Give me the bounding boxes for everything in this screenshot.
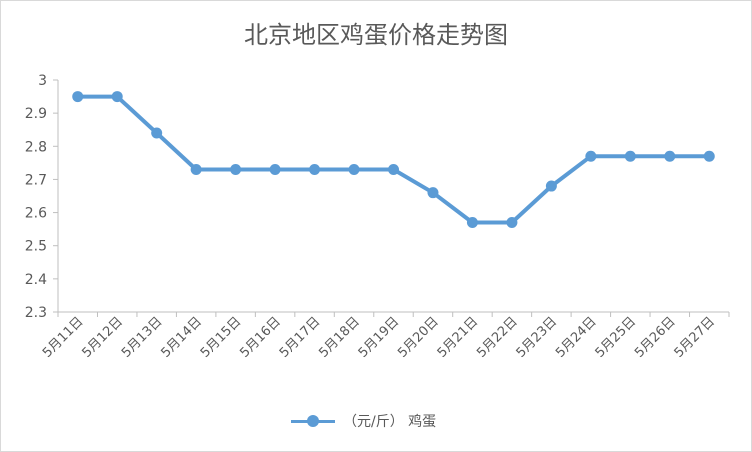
y-tick-label: 2.4 [25,272,47,288]
y-tick-label: 3 [38,73,47,89]
y-tick-label: 2.9 [25,106,47,122]
data-point [664,150,676,162]
data-point [585,150,597,162]
data-point [111,91,123,103]
x-tick-label: 5月24日 [553,314,600,361]
x-tick-label: 5月11日 [40,314,87,361]
y-tick-label: 2.5 [25,239,47,255]
x-tick-label: 5月22日 [474,314,521,361]
data-point [427,187,439,199]
data-point [309,163,321,175]
y-tick-label: 2.7 [25,172,47,188]
data-point [269,163,281,175]
data-point [624,150,636,162]
x-tick-label: 5月26日 [632,314,679,361]
x-tick-label: 5月15日 [198,314,245,361]
data-point [466,217,478,229]
data-point [545,180,557,192]
series-line [75,94,712,225]
x-tick-label: 5月27日 [672,314,719,361]
y-tick-label: 2.6 [25,206,47,222]
x-tick-label: 5月21日 [435,314,482,361]
x-tick-label: 5月12日 [79,314,126,361]
x-tick-label: 5月14日 [158,314,205,361]
data-point [151,127,163,139]
legend-marker [291,411,335,431]
data-point [72,91,84,103]
x-tick-label: 5月13日 [119,314,166,361]
data-point [348,163,360,175]
legend-label: （元/斤） 鸡蛋 [343,414,437,430]
y-tick-label: 2.8 [25,139,47,155]
x-tick-label: 5月18日 [316,314,363,361]
x-tick-label: 5月16日 [237,314,284,361]
x-tick-label: 5月19日 [356,314,403,361]
data-point [230,163,242,175]
x-tick-label: 5月23日 [514,314,561,361]
x-tick-label: 5月17日 [277,314,324,361]
legend: （元/斤） 鸡蛋 [291,411,436,431]
x-tick-label: 5月20日 [395,314,442,361]
x-tick-label: 5月25日 [593,314,640,361]
data-point [506,217,518,229]
y-tick-label: 2.3 [25,305,47,321]
data-point [388,163,399,175]
data-point [190,163,202,175]
chart-title: 北京地区鸡蛋价格走势图 [244,21,508,49]
data-point [703,150,715,162]
